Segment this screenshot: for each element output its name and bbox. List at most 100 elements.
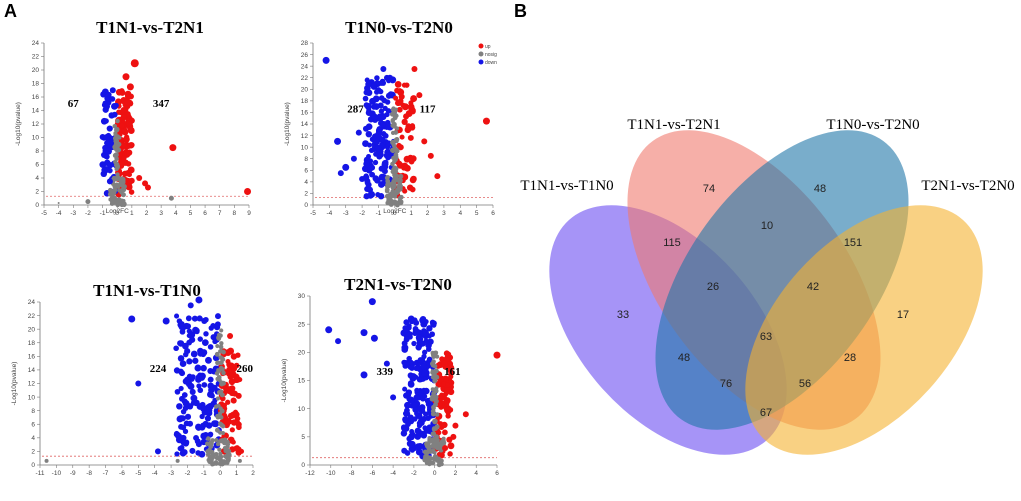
y-tick-label: 6 [304, 167, 308, 174]
x-tick-label: -5 [135, 470, 141, 477]
point-down [194, 364, 202, 372]
point-nosig [111, 199, 117, 205]
point-nosig [390, 140, 395, 145]
point-down [365, 80, 372, 88]
point-down [107, 167, 113, 174]
point-nosig [434, 457, 440, 463]
point-down [407, 372, 414, 379]
point-nosig [210, 462, 215, 467]
point-down [177, 340, 183, 347]
point-nosig [394, 187, 400, 193]
point-up [116, 109, 122, 115]
y-axis-label: -Log10(pvalue) [284, 102, 291, 146]
point-up [125, 149, 133, 156]
point-nosig [215, 441, 221, 447]
point-down [402, 328, 408, 334]
point-down [384, 99, 391, 105]
point-up [227, 412, 235, 420]
venn-count-c: 48 [814, 183, 826, 195]
point-nosig [434, 368, 439, 374]
point-up [394, 80, 402, 88]
point-nosig [219, 461, 225, 467]
point-down [400, 430, 408, 437]
x-tick-label: -4 [152, 470, 158, 477]
point-nosig [219, 366, 225, 372]
y-tick-label: 4 [35, 175, 39, 182]
x-tick-label: 4 [458, 210, 462, 217]
y-tick-label: 4 [31, 435, 35, 442]
point-down [406, 331, 413, 338]
point-down [162, 317, 170, 325]
x-tick-label: 7 [218, 210, 222, 217]
y-tick-label: 4 [304, 179, 308, 186]
x-tick-label: -2 [185, 470, 191, 477]
point-down [403, 319, 410, 326]
point-up [239, 448, 245, 454]
x-tick-label: 0 [218, 470, 222, 477]
down-count-label: 287 [347, 103, 364, 115]
point-down [342, 163, 350, 171]
venn-count-acd: 76 [720, 378, 732, 390]
point-down [182, 342, 189, 350]
x-tick-label: 0 [115, 210, 119, 217]
y-tick-label: 30 [298, 293, 306, 300]
y-tick-label: 20 [32, 67, 40, 74]
point-down [407, 396, 415, 404]
point-down [207, 344, 214, 350]
point-nosig [397, 182, 402, 187]
point-up [409, 155, 417, 162]
point-nosig [428, 456, 433, 461]
y-tick-label: 24 [301, 63, 309, 70]
point-nosig [214, 455, 220, 461]
point-down [416, 377, 422, 383]
point-up [119, 122, 125, 129]
point-nosig [430, 408, 436, 414]
point-down [374, 75, 380, 81]
point-up [401, 118, 408, 126]
point-nosig [113, 131, 118, 136]
venn-count-bc: 10 [761, 220, 773, 232]
point-nosig [85, 199, 91, 205]
point-nosig [390, 130, 396, 135]
point-up [408, 100, 414, 106]
point-nosig [237, 458, 242, 463]
point-up [398, 93, 405, 100]
point-down [368, 298, 376, 306]
point-nosig [113, 159, 118, 165]
point-down [192, 357, 199, 364]
point-nosig [424, 441, 429, 446]
point-down [188, 336, 196, 343]
point-down [414, 395, 421, 401]
point-down [335, 338, 342, 345]
point-nosig [218, 451, 223, 456]
point-nosig [384, 187, 390, 193]
point-down [365, 123, 373, 130]
point-down [414, 387, 420, 394]
point-nosig [214, 438, 219, 443]
point-down [422, 387, 430, 395]
point-down [382, 105, 388, 111]
point-down [196, 315, 203, 322]
point-up [396, 106, 403, 113]
point-down [415, 448, 423, 456]
point-nosig [175, 458, 180, 463]
point-up [230, 439, 236, 445]
point-down [179, 328, 186, 335]
point-up [120, 114, 127, 121]
y-tick-label: 10 [32, 135, 40, 142]
point-down [178, 444, 185, 451]
point-up [128, 117, 135, 124]
x-tick-label: 2 [251, 470, 255, 477]
point-up [396, 142, 402, 149]
point-nosig [113, 152, 119, 158]
point-down [369, 136, 376, 143]
point-nosig [215, 360, 220, 366]
point-down [425, 415, 431, 422]
point-down [201, 405, 207, 411]
point-down [402, 386, 408, 392]
point-nosig [206, 436, 211, 441]
point-down [201, 409, 208, 416]
point-nosig [390, 111, 396, 116]
up-count-label: 347 [153, 98, 170, 110]
legend-marker-nosig [478, 51, 484, 57]
